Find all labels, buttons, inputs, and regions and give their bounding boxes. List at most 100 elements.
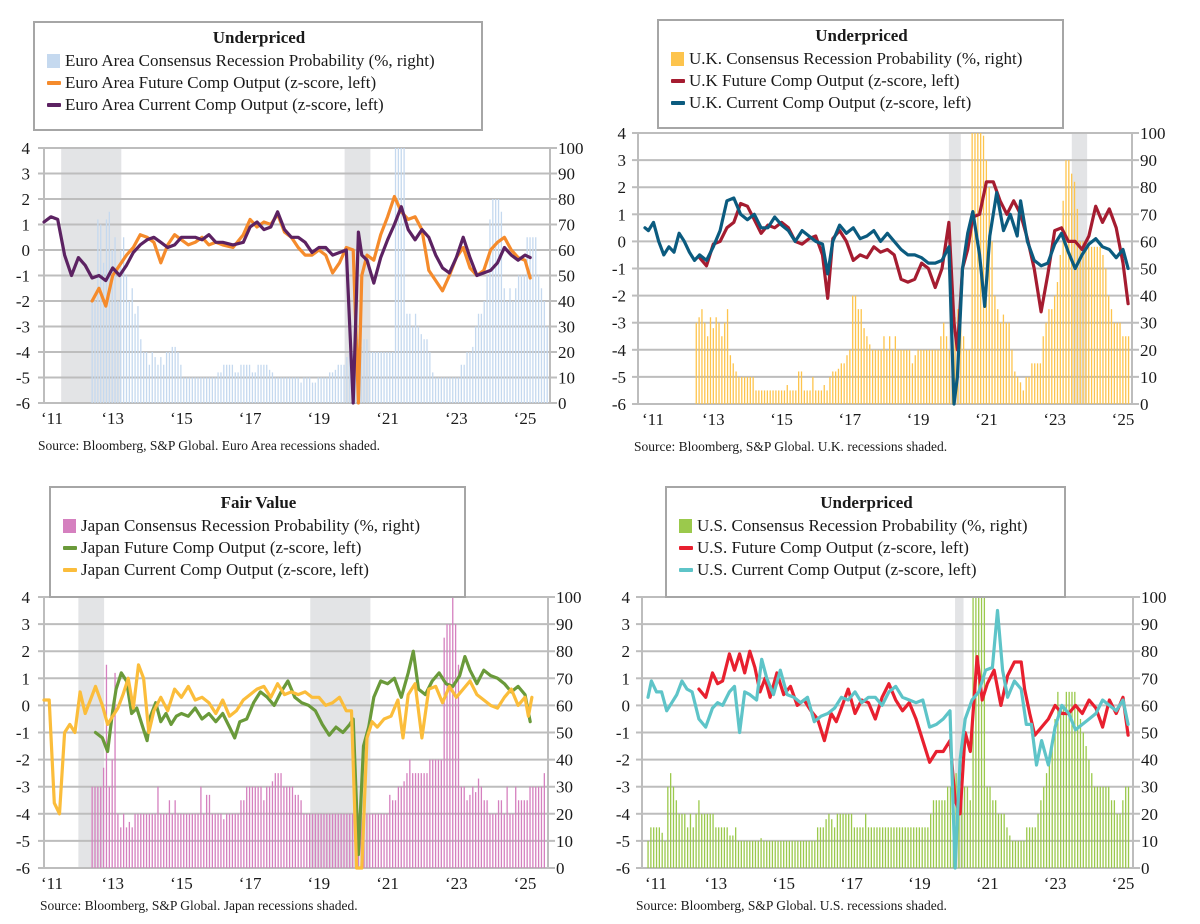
- japan-prob-bar: [397, 786, 400, 868]
- us-right-tick-label: 90: [1141, 615, 1158, 634]
- japan-prob-bar: [483, 800, 485, 868]
- euro-legend-item-future: Euro Area Future Comp Output (z-score, l…: [47, 72, 471, 94]
- euro-prob-bar: [160, 357, 162, 403]
- euro-prob-bar: [346, 357, 348, 403]
- us-prob-bar: [1045, 773, 1048, 868]
- us-legend: Underpriced U.S. Consensus Recession Pro…: [665, 486, 1066, 598]
- us-prob-bar: [1037, 813, 1039, 868]
- uk-prob-bar: [1125, 336, 1127, 404]
- japan-prob-bar: [337, 813, 339, 868]
- us-prob-bar: [1110, 800, 1113, 868]
- japan-legend-title: Fair Value: [220, 493, 297, 512]
- japan-prob-bar: [412, 773, 414, 868]
- uk-prob-bar: [1102, 254, 1104, 404]
- us-x-tick-label: ‘13: [705, 874, 728, 893]
- euro-prob-bar: [97, 219, 99, 403]
- japan-prob-bar: [303, 813, 305, 868]
- japan-prob-bar: [495, 813, 497, 868]
- japan-prob-bar: [108, 786, 110, 868]
- euro-x-tick-label: ‘25: [514, 409, 537, 428]
- japan-right-tick-label: 0: [556, 859, 565, 878]
- uk-prob-bar: [817, 390, 820, 404]
- euro-prob-bar: [314, 382, 317, 403]
- euro-prob-bar: [532, 237, 534, 403]
- us-left-tick-label: -5: [616, 832, 630, 851]
- us-prob-bar: [907, 827, 909, 868]
- us-prob-bar: [876, 827, 878, 868]
- uk-prob-bar: [880, 349, 882, 404]
- japan-prob-bar: [429, 759, 431, 868]
- japan-prob-bar: [314, 813, 317, 868]
- japan-prob-bar: [529, 786, 531, 868]
- japan-prob-bar: [168, 800, 171, 868]
- japan-right-tick-label: 80: [556, 642, 573, 661]
- us-right-tick-label: 80: [1141, 642, 1158, 661]
- euro-prob-bar: [134, 313, 136, 403]
- japan-prob-bar: [125, 827, 128, 868]
- euro-prob-bar: [409, 313, 411, 403]
- euro-prob-bar: [506, 301, 508, 403]
- japan-prob-bar: [309, 813, 311, 868]
- uk-prob-bar: [1053, 295, 1056, 404]
- us-prob-bar: [1020, 840, 1022, 868]
- euro-prob-bar: [131, 288, 133, 403]
- euro-left-tick-label: -2: [16, 292, 30, 311]
- euro-prob-bar: [537, 275, 540, 403]
- us-prob-bar: [921, 827, 923, 868]
- euro-prob-bar: [449, 377, 451, 403]
- uk-prob-bar: [1031, 363, 1033, 404]
- japan-prob-bar: [134, 813, 136, 868]
- euro-prob-bar: [223, 364, 225, 403]
- uk-prob-bar: [852, 295, 854, 404]
- uk-prob-bar: [1073, 181, 1076, 404]
- euro-prob-bar: [183, 377, 185, 403]
- japan-left-tick-label: 0: [22, 696, 31, 715]
- euro-prob-bar: [400, 148, 402, 403]
- japan-prob-bar: [472, 786, 474, 868]
- japan-prob-bar: [351, 813, 354, 868]
- euro-prob-bar: [108, 211, 110, 403]
- uk-prob-bar: [724, 322, 726, 404]
- uk-prob-bar: [1119, 322, 1121, 404]
- uk-x-tick-label: ‘21: [975, 410, 998, 429]
- japan-prob-bar: [291, 786, 294, 868]
- uk-prob-bar: [977, 133, 979, 404]
- us-prob-bar: [825, 819, 827, 868]
- us-left-tick-label: -4: [616, 805, 631, 824]
- japan-legend-item-future: Japan Future Comp Output (z-score, left): [63, 537, 454, 559]
- euro-x-tick-label: ‘19: [308, 409, 331, 428]
- japan-prob-bar: [137, 813, 139, 868]
- us-prob-bar: [915, 827, 918, 868]
- us-prob-bar: [780, 840, 782, 868]
- us-prob-bar: [1082, 732, 1084, 868]
- us-prob-bar: [1076, 705, 1079, 868]
- us-source-note: Source: Bloomberg, S&P Global. U.S. rece…: [636, 898, 947, 913]
- euro-prob-bar: [194, 377, 196, 403]
- japan-prob-bar: [294, 794, 296, 868]
- euro-prob-bar: [157, 364, 159, 403]
- japan-prob-bar: [515, 786, 517, 868]
- uk-left-tick-label: -4: [612, 341, 627, 360]
- us-prob-bar: [958, 773, 960, 868]
- us-right-tick-label: 70: [1141, 669, 1158, 688]
- euro-prob-bar: [397, 148, 400, 403]
- euro-right-tick-label: 30: [558, 318, 575, 337]
- us-prob-bar: [980, 597, 983, 868]
- japan-prob-bar: [268, 786, 271, 868]
- uk-legend-title: Underpriced: [815, 26, 908, 45]
- euro-x-tick-label: ‘15: [170, 409, 193, 428]
- euro-prob-bar: [369, 352, 371, 403]
- us-prob-bar: [978, 597, 980, 868]
- japan-prob-bar: [537, 786, 540, 868]
- euro-prob-bar: [309, 377, 311, 403]
- uk-prob-bar: [943, 322, 945, 404]
- japan-left-tick-label: -4: [16, 805, 31, 824]
- japan-prob-bar: [440, 759, 442, 868]
- uk-prob-bar: [1045, 322, 1047, 404]
- uk-prob-bar: [812, 376, 814, 404]
- japan-prob-bar: [543, 773, 545, 868]
- uk-prob-bar: [1079, 241, 1081, 404]
- japan-right-tick-label: 100: [556, 588, 582, 607]
- us-prob-bar: [811, 840, 813, 868]
